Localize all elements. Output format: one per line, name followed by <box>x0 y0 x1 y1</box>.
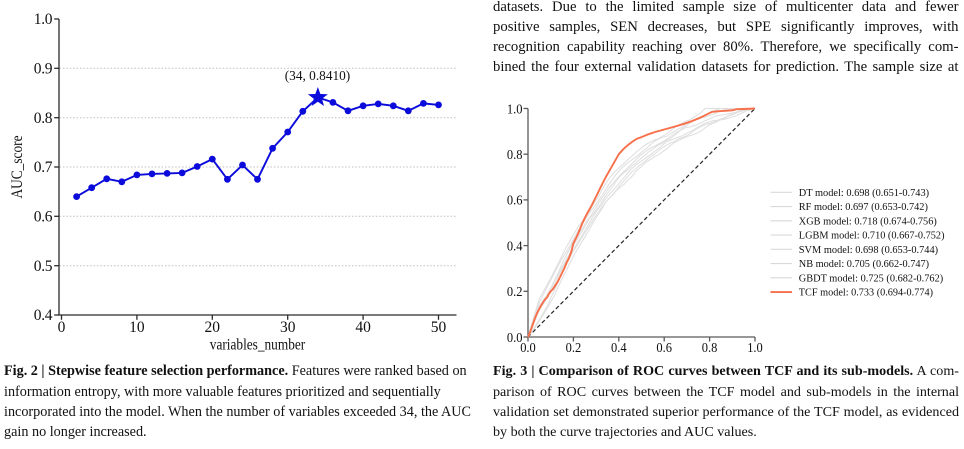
svg-text:0.6: 0.6 <box>34 209 53 226</box>
svg-text:20: 20 <box>205 319 221 336</box>
svg-text:0.2: 0.2 <box>507 284 523 299</box>
svg-text:0.8: 0.8 <box>702 340 718 355</box>
svg-text:0.2: 0.2 <box>566 340 582 355</box>
svg-text:30: 30 <box>280 319 296 336</box>
svg-text:0.8: 0.8 <box>34 110 53 127</box>
svg-text:GBDT model: 0.725 (0.682-0.762: GBDT model: 0.725 (0.682-0.762) <box>799 272 944 284</box>
svg-text:SVM model: 0.698 (0.653-0.744): SVM model: 0.698 (0.653-0.744) <box>799 244 939 256</box>
svg-text:0.8: 0.8 <box>507 147 523 162</box>
svg-text:0.9: 0.9 <box>34 61 53 78</box>
svg-text:1.0: 1.0 <box>34 11 53 28</box>
svg-text:DT model: 0.698 (0.651-0.743): DT model: 0.698 (0.651-0.743) <box>799 187 930 199</box>
svg-text:40: 40 <box>355 319 371 336</box>
svg-text:0.4: 0.4 <box>34 307 53 324</box>
svg-text:0.5: 0.5 <box>34 258 53 275</box>
svg-text:RF model: 0.697 (0.653-0.742): RF model: 0.697 (0.653-0.742) <box>799 201 928 213</box>
svg-text:0.6: 0.6 <box>656 340 672 355</box>
svg-text:0.6: 0.6 <box>507 193 523 208</box>
svg-text:XGB model: 0.718 (0.674-0.756): XGB model: 0.718 (0.674-0.756) <box>799 215 937 227</box>
svg-text:50: 50 <box>431 319 447 336</box>
svg-text:1.0: 1.0 <box>507 101 523 116</box>
svg-text:0.4: 0.4 <box>507 238 523 253</box>
svg-text:variables_number: variables_number <box>210 337 306 354</box>
svg-text:0: 0 <box>58 319 66 336</box>
svg-text:AUC_score: AUC_score <box>9 135 26 198</box>
svg-text:(34, 0.8410): (34, 0.8410) <box>285 68 351 83</box>
svg-text:NB model: 0.705 (0.662-0.747): NB model: 0.705 (0.662-0.747) <box>799 258 930 270</box>
svg-text:TCF model: 0.733 (0.694-0.774): TCF model: 0.733 (0.694-0.774) <box>799 287 934 299</box>
svg-text:1.0: 1.0 <box>747 340 763 355</box>
svg-text:0.4: 0.4 <box>611 340 627 355</box>
svg-text:0.7: 0.7 <box>34 159 53 176</box>
svg-text:10: 10 <box>129 319 145 336</box>
svg-text:LGBM model: 0.710 (0.667-0.752: LGBM model: 0.710 (0.667-0.752) <box>799 230 945 242</box>
svg-text:0.0: 0.0 <box>520 340 536 355</box>
svg-text:0.0: 0.0 <box>507 330 523 345</box>
